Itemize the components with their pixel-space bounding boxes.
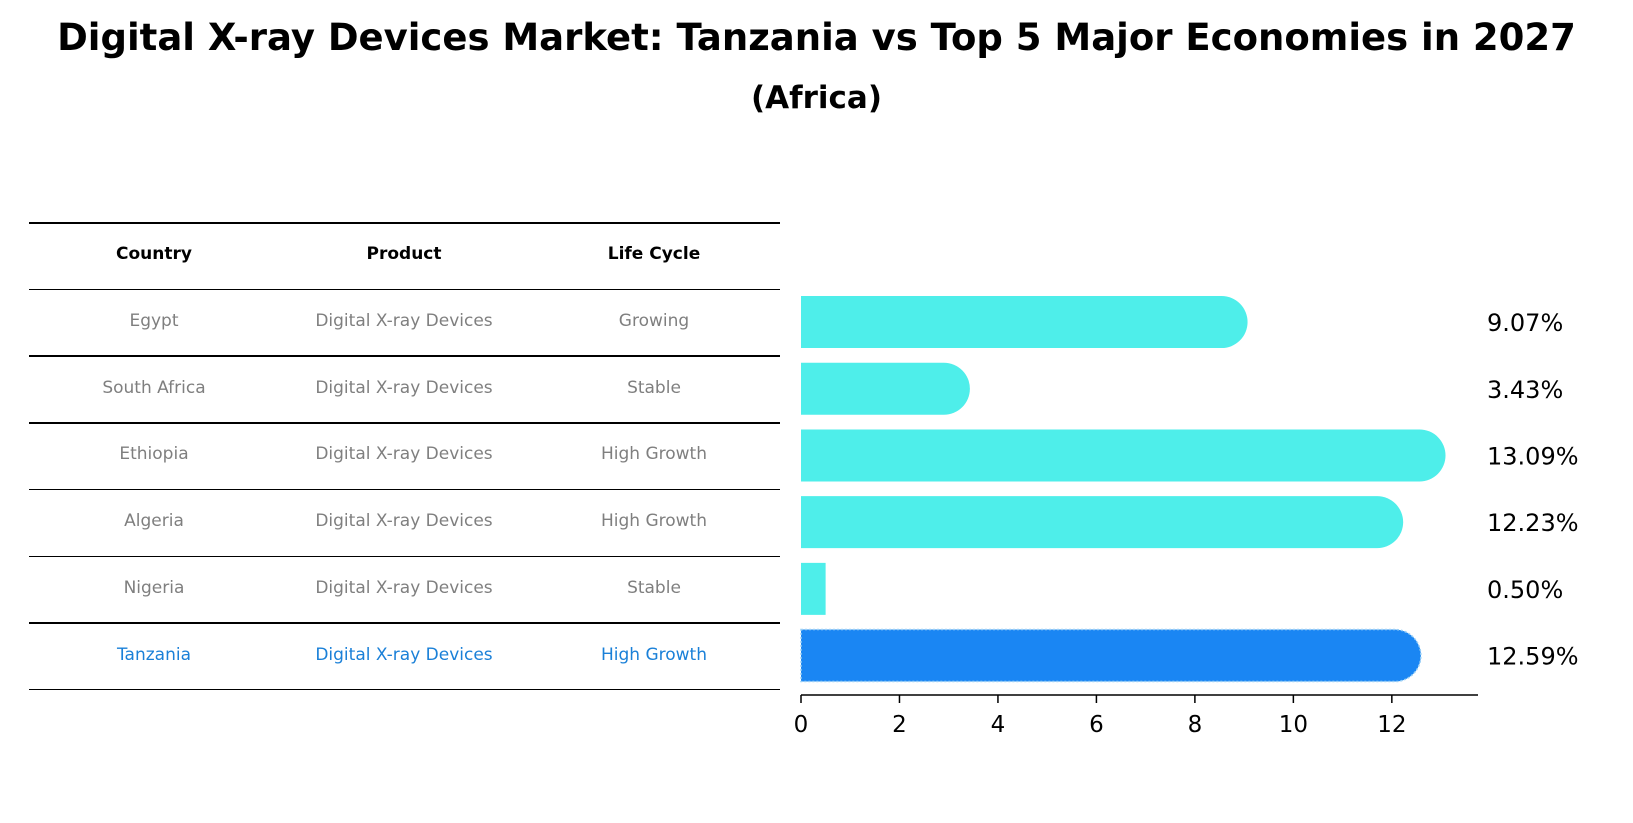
table-header-cell: Product — [366, 244, 442, 265]
table-cell-life-cycle: Stable — [627, 377, 681, 398]
table-cell-life-cycle: Growing — [618, 311, 690, 332]
x-tick-label: 0 — [794, 712, 809, 738]
table-cell-country: Ethiopia — [119, 444, 189, 465]
table-cell-product: Digital X-ray Devices — [315, 377, 493, 398]
table-header-cell: Life Cycle — [607, 244, 701, 265]
table-cell-country: South Africa — [102, 377, 206, 398]
table-cell-life-cycle: Stable — [627, 577, 681, 598]
chart-subtitle: (Africa) — [750, 80, 883, 116]
table-header-cell: Country — [116, 244, 192, 265]
bar-egypt — [801, 296, 1248, 349]
bar-value-label: 3.43% — [1487, 376, 1563, 404]
table-rule — [29, 355, 780, 357]
table-rule — [29, 555, 780, 557]
x-tick-label: 8 — [1188, 712, 1203, 738]
bar-value-label: 13.09% — [1487, 442, 1579, 470]
bar-nigeria — [801, 562, 826, 615]
table-cell-country: Nigeria — [123, 577, 185, 598]
bar-ethiopia — [801, 429, 1446, 482]
table-cell-product: Digital X-ray Devices — [315, 311, 493, 332]
table-rule — [29, 422, 780, 424]
x-tick-label: 12 — [1377, 712, 1406, 738]
table-cell-life-cycle: High Growth — [600, 511, 707, 532]
bar-value-label: 12.23% — [1487, 509, 1579, 537]
table-cell-life-cycle: High Growth — [600, 644, 707, 665]
table-rule — [29, 488, 780, 491]
bar-value-label: 12.59% — [1487, 643, 1579, 671]
bar-tanzania — [800, 628, 1422, 683]
table-cell-country: Algeria — [124, 511, 184, 532]
table-cell-product: Digital X-ray Devices — [315, 644, 493, 665]
x-tick-label: 4 — [991, 712, 1006, 738]
x-tick-label: 10 — [1279, 712, 1308, 738]
table-cell-product: Digital X-ray Devices — [315, 511, 493, 532]
table-rule — [29, 222, 780, 224]
table-cell-product: Digital X-ray Devices — [315, 577, 493, 598]
table-rule — [29, 688, 780, 691]
table-cell-country: Egypt — [129, 311, 179, 332]
chart-title: Digital X-ray Devices Market: Tanzania v… — [57, 16, 1576, 59]
table-cell-life-cycle: High Growth — [600, 444, 707, 465]
x-tick-label: 6 — [1089, 712, 1104, 738]
bar-south-africa — [801, 362, 970, 415]
table-rule — [29, 288, 780, 291]
bar-value-label: 0.50% — [1487, 576, 1563, 604]
bar-algeria — [801, 496, 1404, 549]
x-tick-label: 2 — [892, 712, 907, 738]
table-cell-product: Digital X-ray Devices — [315, 444, 493, 465]
bar-value-label: 9.07% — [1487, 309, 1563, 337]
table-cell-country: Tanzania — [116, 644, 192, 665]
table-rule — [29, 622, 780, 624]
